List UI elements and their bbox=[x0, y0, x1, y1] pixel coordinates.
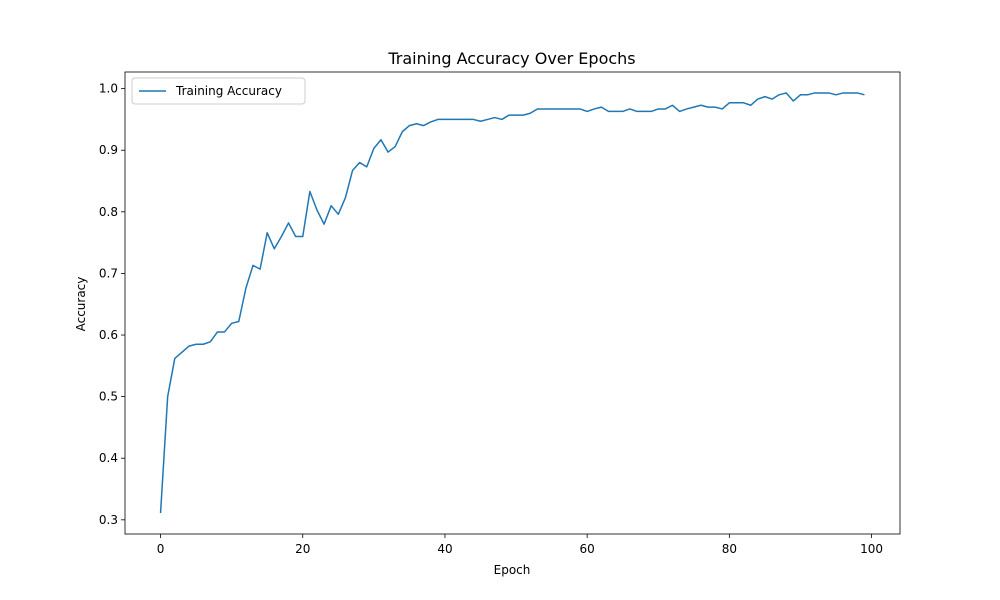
plot-area: 0 20 40 60 80 100 0.3 0.4 0.5 0.6 0.7 0.8 0.9 1.0 Trai… bbox=[99, 71, 901, 556]
chart-title: Training Accuracy Over Epochs bbox=[387, 49, 635, 68]
x-tick-label: 0 bbox=[157, 542, 165, 556]
y-tick-label: 0.3 bbox=[99, 513, 118, 527]
x-tick-label: 100 bbox=[860, 542, 883, 556]
y-tick-label: 1.0 bbox=[99, 82, 118, 96]
x-tick-label: 20 bbox=[295, 542, 310, 556]
y-tick-label: 0.9 bbox=[99, 143, 118, 157]
legend-label: Training Accuracy bbox=[175, 84, 282, 98]
x-tick-label: 60 bbox=[580, 542, 595, 556]
x-tick-label: 80 bbox=[722, 542, 737, 556]
series-line-1 bbox=[159, 92, 865, 514]
y-tick-label: 0.8 bbox=[99, 205, 118, 219]
y-tick-label: 0.7 bbox=[99, 266, 118, 280]
x-tick-label: 40 bbox=[437, 542, 452, 556]
y-tick-label: 0.5 bbox=[99, 390, 118, 404]
x-axis-label: Epoch bbox=[494, 563, 531, 577]
axes-frame bbox=[124, 71, 901, 535]
legend-box bbox=[131, 77, 306, 105]
y-tick-label: 0.6 bbox=[99, 328, 118, 342]
y-tick-label: 0.4 bbox=[99, 451, 118, 465]
y-axis-label: Accuracy bbox=[74, 277, 88, 332]
